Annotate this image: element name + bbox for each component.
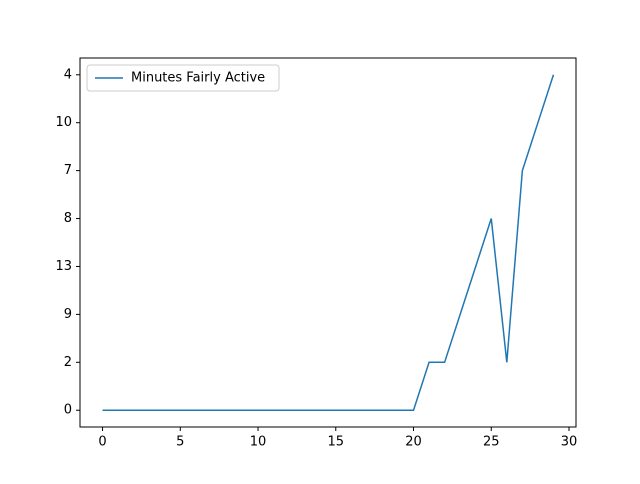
x-tick-label: 30: [561, 435, 578, 450]
x-tick-label: 10: [250, 435, 267, 450]
x-tick-label: 25: [483, 435, 500, 450]
x-tick-label: 0: [98, 435, 106, 450]
y-tick-label: 2: [64, 355, 72, 370]
plot-area: [79, 57, 577, 428]
y-tick-label: 10: [55, 115, 72, 130]
y-tick-label: 9: [64, 307, 72, 322]
x-tick-label: 15: [328, 435, 345, 450]
y-tick-label: 8: [64, 211, 72, 226]
legend-label: Minutes Fairly Active: [131, 71, 265, 86]
line: [102, 74, 555, 411]
y-tick-label: 4: [64, 67, 72, 82]
legend-box: [86, 64, 280, 92]
y-tick-label: 13: [55, 259, 72, 274]
x-tick-label: 5: [176, 435, 184, 450]
x-tick-label: 20: [405, 435, 422, 450]
y-tick-label: 7: [64, 163, 72, 178]
y-tick-label: 0: [64, 403, 72, 418]
